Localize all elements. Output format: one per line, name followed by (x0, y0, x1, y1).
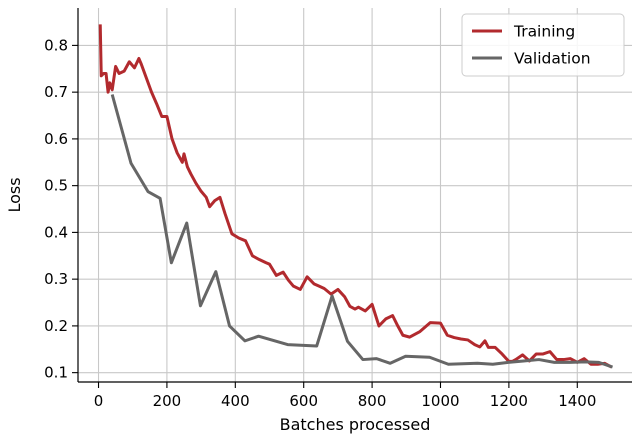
legend-box (461, 13, 625, 77)
legend: Training Validation (461, 13, 625, 77)
legend-label-training: Training (513, 23, 575, 41)
tick-labels: 0 200 400 600 800 1000 1200 1400 0.1 0.2 0.3 0.4 0.5… (44, 36, 596, 410)
y-tick-label: 0.5 (44, 177, 68, 195)
y-tick-label: 0.6 (44, 130, 68, 148)
series-lines (98, 24, 613, 369)
x-tick-label: 1000 (421, 392, 459, 410)
x-tick-label: 1200 (490, 392, 528, 410)
y-tick-label: 0.4 (44, 223, 68, 241)
legend-label-validation: Validation (514, 50, 591, 68)
x-tick-label: 0 (94, 392, 104, 410)
grid (78, 8, 632, 382)
y-axis-label: Loss (5, 177, 24, 212)
x-tick-label: 200 (153, 392, 182, 410)
axes (72, 8, 632, 388)
y-tick-label: 0.3 (44, 270, 68, 288)
x-tick-label: 800 (358, 392, 387, 410)
y-tick-label: 0.1 (44, 364, 68, 382)
x-tick-label: 600 (289, 392, 318, 410)
y-tick-label: 0.2 (44, 317, 68, 335)
y-tick-label: 0.7 (44, 83, 68, 101)
y-tick-label: 0.8 (44, 36, 68, 54)
x-axis-label: Batches processed (280, 415, 431, 434)
series-line-validation (110, 94, 613, 369)
x-tick-label: 400 (221, 392, 250, 410)
x-tick-label: 1400 (558, 392, 596, 410)
